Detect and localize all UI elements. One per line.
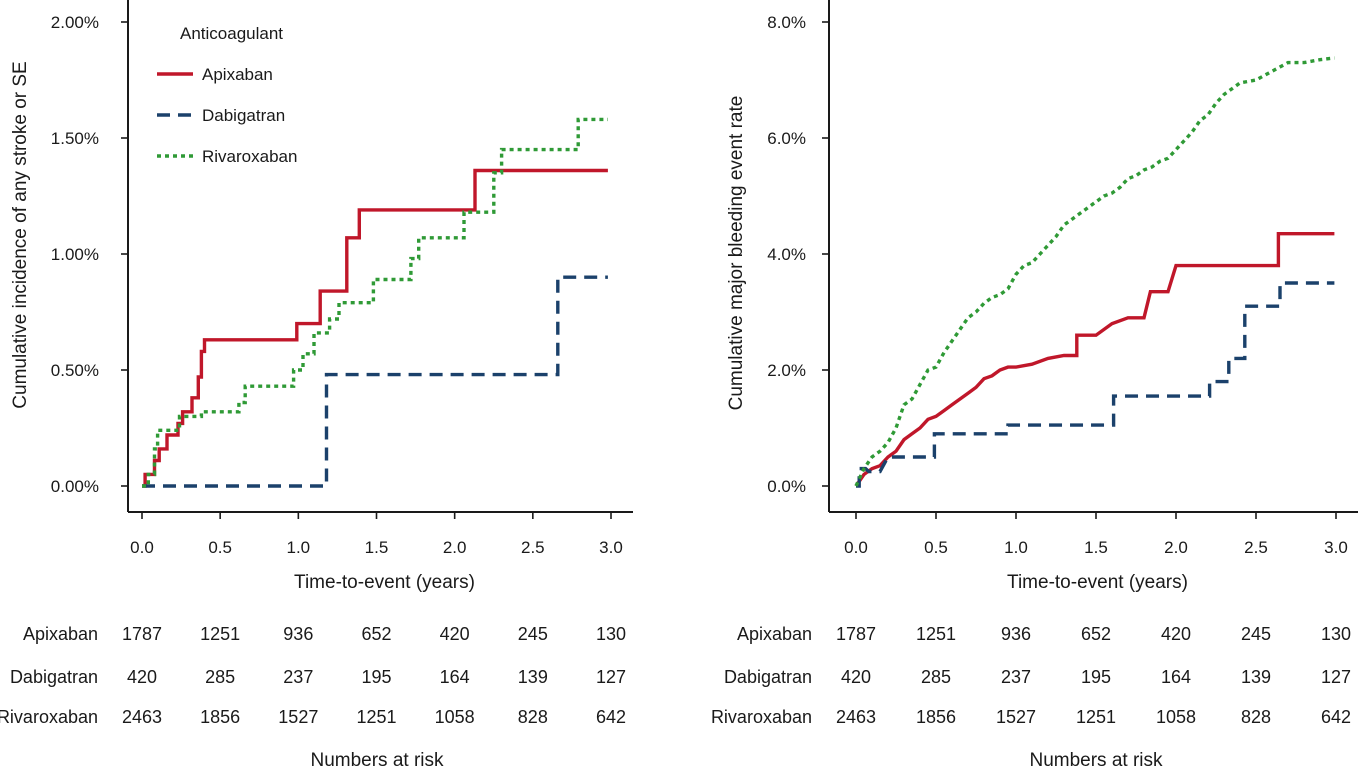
risk-cell: 285 (921, 667, 951, 687)
x-axis-label: Time-to-event (years) (294, 572, 475, 593)
numbers-at-risk-table: Apixaban 1787 1251 936 652 420 245 130 Dabigatra… (0, 624, 626, 771)
legend: Anticoagulant Apixaban Dabigatran Rivaroxab… (157, 24, 297, 166)
risk-cell: 1251 (916, 624, 956, 644)
y-tick-label: 1.00% (51, 245, 99, 264)
risk-cell: 1251 (356, 707, 396, 727)
risk-cell: 828 (518, 707, 548, 727)
x-tick-label: 3.0 (1324, 538, 1348, 557)
risk-cell: 195 (361, 667, 391, 687)
risk-cell: 2463 (836, 707, 876, 727)
series-line-rivaroxaban (142, 117, 608, 488)
x-tick-label: 1.5 (1084, 538, 1108, 557)
series-line-dabigatran (856, 281, 1335, 488)
risk-cell: 652 (361, 624, 391, 644)
risk-cell: 245 (1241, 624, 1271, 644)
legend-label-rivaroxaban: Rivaroxaban (202, 147, 297, 166)
risk-table-title: Numbers at risk (1029, 750, 1163, 771)
y-tick-label: 8.0% (767, 13, 806, 32)
y-tick-label: 2.0% (767, 361, 806, 380)
risk-cell: 245 (518, 624, 548, 644)
y-tick-label: 0.00% (51, 477, 99, 496)
risk-cell: 420 (1161, 624, 1191, 644)
y-axis-label: Cumulative major bleeding event rate (726, 96, 747, 411)
risk-cell: 420 (127, 667, 157, 687)
y-tick-label: 2.00% (51, 13, 99, 32)
risk-row-label: Dabigatran (724, 667, 812, 687)
risk-cell: 1527 (278, 707, 318, 727)
y-tick-label: 4.0% (767, 245, 806, 264)
risk-cell: 127 (1321, 667, 1351, 687)
risk-cell: 936 (283, 624, 313, 644)
risk-cell: 1856 (916, 707, 956, 727)
x-tick-label: 0.5 (208, 538, 232, 557)
series-line-rivaroxaban (854, 56, 1335, 487)
risk-cell: 139 (518, 667, 548, 687)
legend-label-dabigatran: Dabigatran (202, 106, 285, 125)
x-tick-label: 0.5 (924, 538, 948, 557)
risk-cell: 1058 (1156, 707, 1196, 727)
risk-cell: 130 (1321, 624, 1351, 644)
chart-panel-1: 0.00% 0.50% 1.00% 1.50% 2.00% 0.0 0.5 1.0 1.5 2.0… (0, 0, 633, 771)
y-tick-label: 6.0% (767, 129, 806, 148)
x-tick-label: 2.5 (1244, 538, 1268, 557)
risk-cell: 1058 (435, 707, 475, 727)
y-tick-label: 0.0% (767, 477, 806, 496)
risk-cell: 828 (1241, 707, 1271, 727)
series-line-apixaban (854, 232, 1335, 487)
risk-cell: 139 (1241, 667, 1271, 687)
risk-row-label: Apixaban (23, 624, 98, 644)
x-tick-label: 2.0 (443, 538, 467, 557)
numbers-at-risk-table: Apixaban 1787 1251 936 652 420 245 130 Dabigatra… (711, 624, 1351, 771)
x-axis-label: Time-to-event (years) (1007, 572, 1188, 593)
risk-row-label: Rivaroxaban (0, 707, 98, 727)
risk-row-label: Apixaban (737, 624, 812, 644)
chart-panel-2: 0.0% 2.0% 4.0% 6.0% 8.0% 0.0 0.5 1.0 1.5 2.0 2.5 3.… (711, 0, 1358, 771)
risk-cell: 420 (841, 667, 871, 687)
risk-cell: 195 (1081, 667, 1111, 687)
risk-cell: 1251 (1076, 707, 1116, 727)
risk-cell: 130 (596, 624, 626, 644)
risk-cell: 1251 (200, 624, 240, 644)
risk-table-title: Numbers at risk (310, 750, 444, 771)
series-line-dabigatran (142, 275, 608, 488)
risk-cell: 652 (1081, 624, 1111, 644)
x-tick-label: 1.5 (365, 538, 389, 557)
risk-cell: 164 (1161, 667, 1191, 687)
y-tick-label: 1.50% (51, 129, 99, 148)
risk-cell: 1787 (836, 624, 876, 644)
legend-title: Anticoagulant (180, 24, 283, 43)
x-tick-label: 1.0 (287, 538, 311, 557)
x-tick-label: 3.0 (599, 538, 623, 557)
y-axis-label: Cumulative incidence of any stroke or SE (10, 61, 31, 408)
risk-row-label: Rivaroxaban (711, 707, 812, 727)
risk-cell: 285 (205, 667, 235, 687)
x-tick-label: 0.0 (130, 538, 154, 557)
risk-cell: 1527 (996, 707, 1036, 727)
risk-cell: 642 (596, 707, 626, 727)
y-tick-label: 0.50% (51, 361, 99, 380)
series-line-apixaban (142, 168, 608, 488)
risk-cell: 164 (440, 667, 470, 687)
x-tick-label: 2.5 (521, 538, 545, 557)
risk-cell: 2463 (122, 707, 162, 727)
x-tick-label: 0.0 (844, 538, 868, 557)
risk-cell: 237 (1001, 667, 1031, 687)
risk-cell: 420 (440, 624, 470, 644)
risk-cell: 127 (596, 667, 626, 687)
risk-cell: 1787 (122, 624, 162, 644)
x-tick-label: 1.0 (1004, 538, 1028, 557)
risk-cell: 642 (1321, 707, 1351, 727)
risk-cell: 936 (1001, 624, 1031, 644)
x-tick-label: 2.0 (1164, 538, 1188, 557)
risk-row-label: Dabigatran (10, 667, 98, 687)
risk-cell: 1856 (200, 707, 240, 727)
risk-cell: 237 (283, 667, 313, 687)
legend-label-apixaban: Apixaban (202, 65, 273, 84)
